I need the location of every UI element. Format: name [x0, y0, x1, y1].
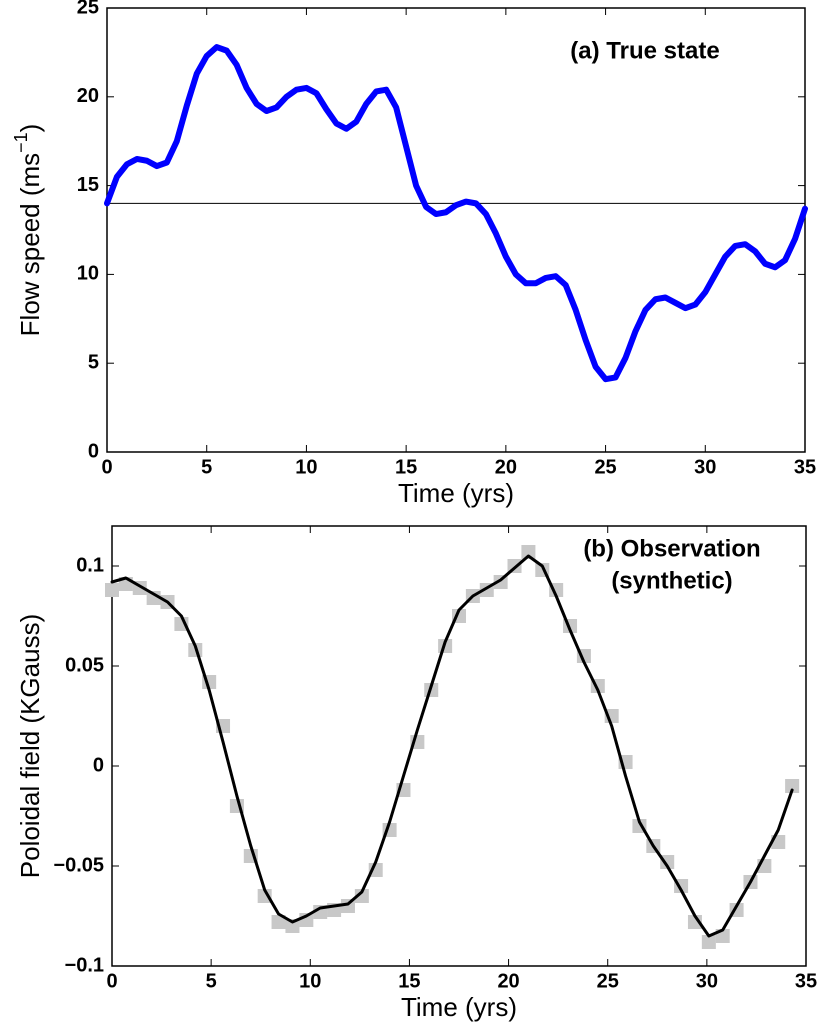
- observation-marker: [285, 919, 300, 933]
- x-tick-label: 10: [299, 970, 321, 992]
- axes-box: [111, 525, 807, 967]
- x-tick-label: 15: [398, 970, 420, 992]
- y-tick-label: 0.1: [76, 554, 104, 576]
- x-tick-label: 0: [106, 970, 117, 992]
- x-tick-label: 5: [206, 970, 217, 992]
- y-tick-label: 25: [77, 0, 99, 18]
- panel-title: (a) True state: [570, 37, 719, 64]
- x-axis-label: Time (yrs): [401, 992, 517, 1022]
- x-tick-label: 25: [597, 970, 619, 992]
- y-tick-label: 0: [88, 440, 99, 462]
- panel-title: (synthetic): [611, 567, 732, 594]
- x-tick-label: 20: [495, 456, 517, 478]
- x-tick-label: 35: [794, 456, 816, 478]
- x-axis-label: Time (yrs): [398, 478, 514, 508]
- y-axis-label: Poloidal field (KGauss): [15, 614, 45, 878]
- observation-marker: [354, 889, 369, 903]
- y-axis-label-close: ): [15, 124, 45, 133]
- y-tick-label: 0.05: [65, 654, 104, 676]
- x-tick-label: 30: [694, 456, 716, 478]
- y-axis-label: Flow speed (ms−1): [11, 124, 45, 337]
- y-tick-label: −0.1: [65, 954, 104, 976]
- panel: 0 5 10 15 20 25 30 35 0 5 10 15 20 25 (a) True state Ti…: [11, 0, 816, 508]
- y-tick-label: 5: [88, 351, 99, 373]
- y-tick-label: 15: [77, 174, 99, 196]
- y-tick-label: 20: [77, 85, 99, 107]
- y-axis-label-sup: −1: [11, 132, 31, 153]
- data-line: [110, 554, 794, 938]
- observation-marker: [521, 545, 536, 559]
- observation-marker: [785, 779, 800, 793]
- y-tick-label: 10: [77, 263, 99, 285]
- y-tick-label: −0.05: [53, 854, 104, 876]
- x-tick-label: 35: [795, 970, 817, 992]
- x-tick-label: 10: [295, 456, 317, 478]
- y-axis-label-text: Flow speed (ms: [15, 153, 45, 337]
- data-line: [104, 44, 808, 383]
- panel-title: (b) Observation: [583, 535, 760, 562]
- x-tick-label: 20: [497, 970, 519, 992]
- x-tick-label: 25: [594, 456, 616, 478]
- x-tick-label: 5: [201, 456, 212, 478]
- panel: 0 5 10 15 20 25 30 35 −0.1 −0.05 0 0.05 0.1 (b) Obser…: [15, 525, 817, 1022]
- x-tick-label: 15: [395, 456, 417, 478]
- x-tick-label: 0: [101, 456, 112, 478]
- observation-marker: [105, 583, 119, 597]
- axes-box: [106, 7, 806, 453]
- observation-marker: [257, 889, 272, 903]
- observation-marker: [701, 935, 716, 949]
- y-tick-label: 0: [93, 754, 104, 776]
- y-axis-label-text: Poloidal field (KGauss): [15, 614, 45, 878]
- observation-marker: [271, 915, 286, 929]
- x-tick-label: 30: [696, 970, 718, 992]
